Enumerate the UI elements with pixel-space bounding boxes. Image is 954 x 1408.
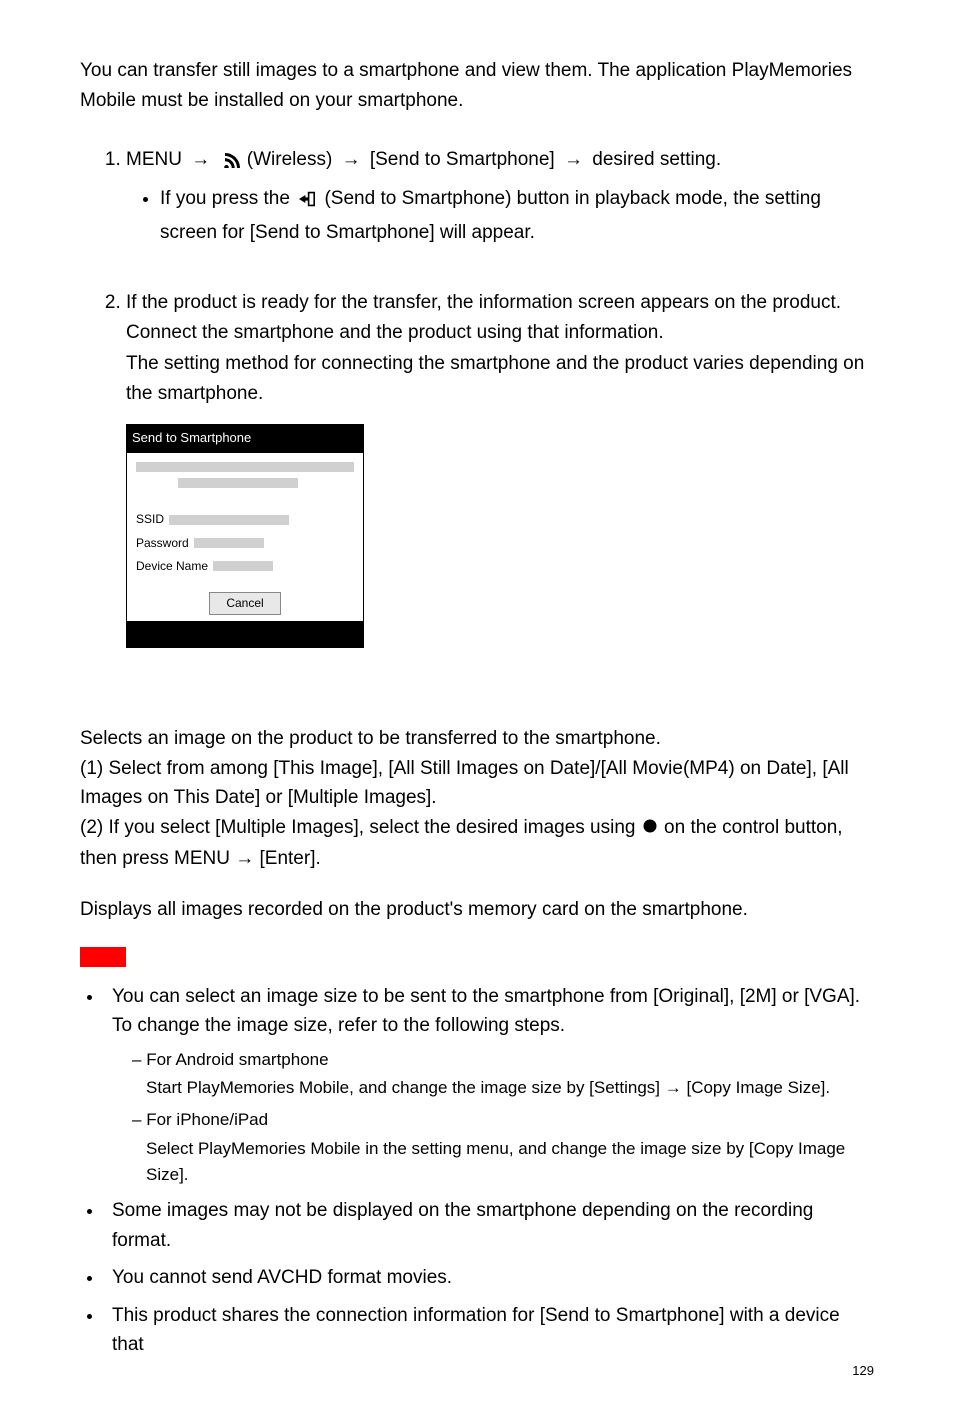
arrow-icon: → xyxy=(564,149,583,170)
step1-sub-a: If you press the xyxy=(160,188,290,209)
info-screen-figure: Send to Smartphone SSID Password Device … xyxy=(126,424,364,649)
figure-device-label: Device Name xyxy=(136,557,208,576)
note1-sub-b-label: For iPhone/iPad xyxy=(146,1110,268,1129)
note-1: You can select an image size to be sent … xyxy=(104,982,874,1189)
body-section: Selects an image on the product to be tr… xyxy=(80,724,874,925)
figure-bar xyxy=(194,538,264,548)
intro-paragraph: You can transfer still images to a smart… xyxy=(80,56,874,117)
figure-body: SSID Password Device Name xyxy=(127,453,363,584)
note1-sub-b-text: Select PlayMemories Mobile in the settin… xyxy=(146,1136,874,1189)
figure-password-label: Password xyxy=(136,534,189,553)
wireless-icon xyxy=(222,148,240,178)
note1-sub-b: For iPhone/iPad Select PlayMemories Mobi… xyxy=(132,1107,874,1188)
note-3: You cannot send AVCHD format movies. xyxy=(104,1263,874,1292)
figure-row-ssid: SSID xyxy=(136,510,354,529)
body-p4: Displays all images recorded on the prod… xyxy=(80,895,874,924)
notes-list: You can select an image size to be sent … xyxy=(80,982,874,1360)
step1-sublist: If you press the (Send to Smartphone) bu… xyxy=(126,184,874,248)
note1-sub-a-label: For Android smartphone xyxy=(146,1050,328,1069)
body-p3: (2) If you select [Multiple Images], sel… xyxy=(80,813,874,874)
step2-line2: The setting method for connecting the sm… xyxy=(126,353,864,404)
note-2: Some images may not be displayed on the … xyxy=(104,1196,874,1255)
figure-cancel-wrap: Cancel xyxy=(127,584,363,621)
arrow-icon: → xyxy=(342,149,361,170)
body-p1: Selects an image on the product to be tr… xyxy=(80,724,874,753)
note1-sub-a: For Android smartphone Start PlayMemorie… xyxy=(132,1047,874,1102)
note-4: This product shares the connection infor… xyxy=(104,1301,874,1360)
figure-bar xyxy=(169,515,289,525)
step-1: MENU → (Wireless) → [Send to Smartphone]… xyxy=(126,145,874,248)
figure-ssid-label: SSID xyxy=(136,510,164,529)
step1-send: [Send to Smartphone] xyxy=(370,149,555,170)
figure-bottom-bar xyxy=(127,621,363,647)
step1-desired: desired setting. xyxy=(592,149,721,170)
figure-title: Send to Smartphone xyxy=(127,425,363,454)
body-p2: (1) Select from among [This Image], [All… xyxy=(80,754,874,813)
body-p3a: (2) If you select [Multiple Images], sel… xyxy=(80,817,635,838)
step1-sub-item: If you press the (Send to Smartphone) bu… xyxy=(160,184,874,248)
note-label xyxy=(80,947,126,967)
arrow-icon: → xyxy=(191,149,210,170)
page-container: You can transfer still images to a smart… xyxy=(0,0,954,1408)
figure-row-password: Password xyxy=(136,534,354,553)
figure-bar xyxy=(213,561,273,571)
figure-bar xyxy=(178,478,298,488)
center-button-icon xyxy=(641,815,659,844)
note1-sub-a-text: Start PlayMemories Mobile, and change th… xyxy=(146,1075,874,1101)
send-to-smartphone-icon xyxy=(297,187,317,217)
figure-cancel-button: Cancel xyxy=(209,592,280,615)
figure-row-device: Device Name xyxy=(136,557,354,576)
step2-line1: If the product is ready for the transfer… xyxy=(126,292,841,343)
note1-sublist: For Android smartphone Start PlayMemorie… xyxy=(112,1047,874,1189)
step-2: If the product is ready for the transfer… xyxy=(126,288,874,648)
page-number: 129 xyxy=(852,1363,874,1378)
steps-list: MENU → (Wireless) → [Send to Smartphone]… xyxy=(80,145,874,648)
step1-wireless: (Wireless) xyxy=(247,149,333,170)
note1-text: You can select an image size to be sent … xyxy=(112,986,860,1036)
figure-bar xyxy=(136,462,354,472)
step1-menu: MENU xyxy=(126,149,182,170)
